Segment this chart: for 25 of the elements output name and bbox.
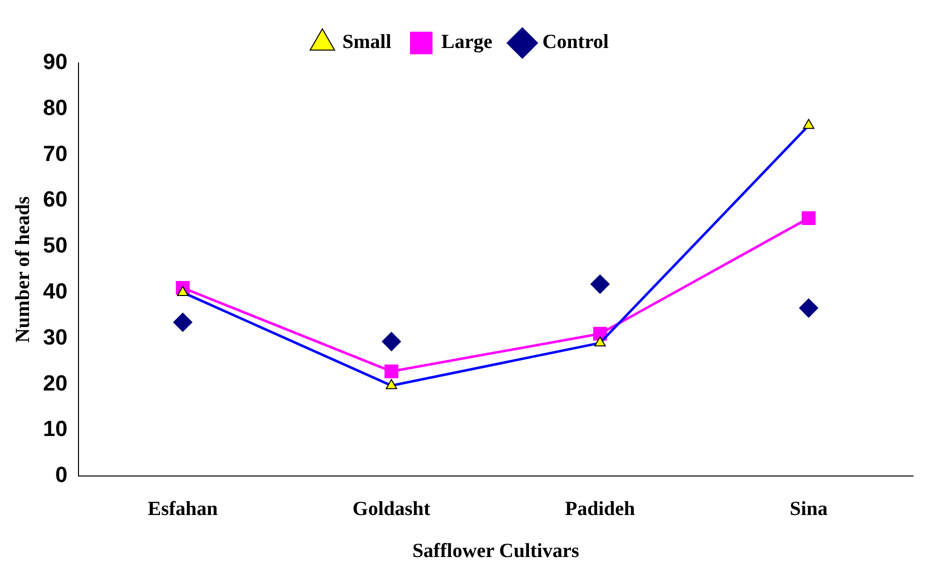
y-tick-label: 10: [42, 416, 68, 442]
y-tick-label: 80: [42, 94, 68, 120]
point: [590, 274, 610, 294]
y-tick-label: 0: [55, 462, 68, 488]
y-tick-label: 20: [42, 370, 68, 396]
x-tick-label: Goldasht: [352, 498, 431, 520]
point: [382, 332, 401, 351]
x-tick-label: Sina: [790, 498, 828, 520]
y-tick-label: 50: [42, 232, 68, 258]
y-tick-label: 30: [42, 324, 68, 350]
y-tick-label: 40: [42, 278, 68, 304]
legend-label: Control: [542, 31, 610, 54]
x-axis-title: Safflower Cultivars: [412, 540, 580, 562]
point: [174, 313, 192, 332]
point: [799, 298, 818, 318]
y-tick-label: 60: [42, 186, 68, 212]
x-tick-label: Padideh: [565, 498, 636, 520]
y-tick-label: 70: [42, 140, 68, 166]
y-axis-title: Number of heads: [12, 196, 34, 343]
x-tick-label: Esfahan: [148, 498, 218, 520]
legend-label: Large: [441, 31, 492, 54]
legend-label: Small: [342, 31, 392, 54]
y-tick-label: 90: [42, 49, 68, 74]
point: [384, 364, 398, 378]
point: [802, 211, 816, 226]
